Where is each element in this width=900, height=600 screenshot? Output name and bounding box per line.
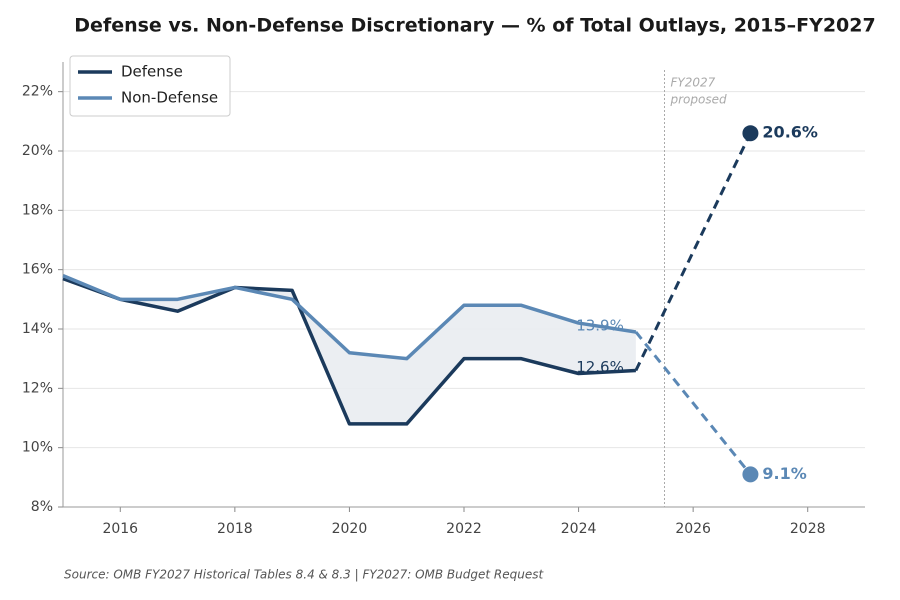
series-line xyxy=(62,273,637,361)
legend-label: Defense xyxy=(121,63,183,81)
y-tick-label: 14% xyxy=(22,321,53,337)
value-label: 20.6% xyxy=(762,123,818,142)
source-note: Source: OMB FY2027 Historical Tables 8.4… xyxy=(64,568,544,582)
chart-title: Defense vs. Non-Defense Discretionary — … xyxy=(74,15,875,37)
projection-line xyxy=(634,331,752,476)
value-label: 9.1% xyxy=(762,464,806,483)
x-tick-label: 2020 xyxy=(332,521,368,537)
series-line xyxy=(62,276,636,426)
value-label: 12.6% xyxy=(576,358,624,376)
projection-point xyxy=(742,466,759,483)
x-tick-label: 2028 xyxy=(790,521,826,537)
y-tick-label: 20% xyxy=(22,143,53,159)
x-tick-label: 2022 xyxy=(446,521,482,537)
projection-point xyxy=(742,125,759,142)
x-tick-label: 2018 xyxy=(217,521,253,537)
y-tick-label: 8% xyxy=(31,499,53,515)
gap-shade xyxy=(63,275,636,424)
x-tick-label: 2016 xyxy=(102,521,138,537)
y-tick-label: 12% xyxy=(22,380,53,396)
x-tick-label: 2024 xyxy=(561,521,597,537)
annotation-text: proposed xyxy=(670,93,727,107)
value-label: 13.9% xyxy=(576,316,624,334)
projection-line xyxy=(634,132,752,372)
y-tick-label: 18% xyxy=(22,202,53,218)
legend-label: Non-Defense xyxy=(121,89,218,107)
y-tick-label: 16% xyxy=(22,262,53,278)
y-tick-label: 22% xyxy=(22,84,53,100)
annotation-text: FY2027 xyxy=(671,76,716,90)
y-tick-label: 10% xyxy=(22,440,53,456)
x-tick-label: 2026 xyxy=(675,521,711,537)
